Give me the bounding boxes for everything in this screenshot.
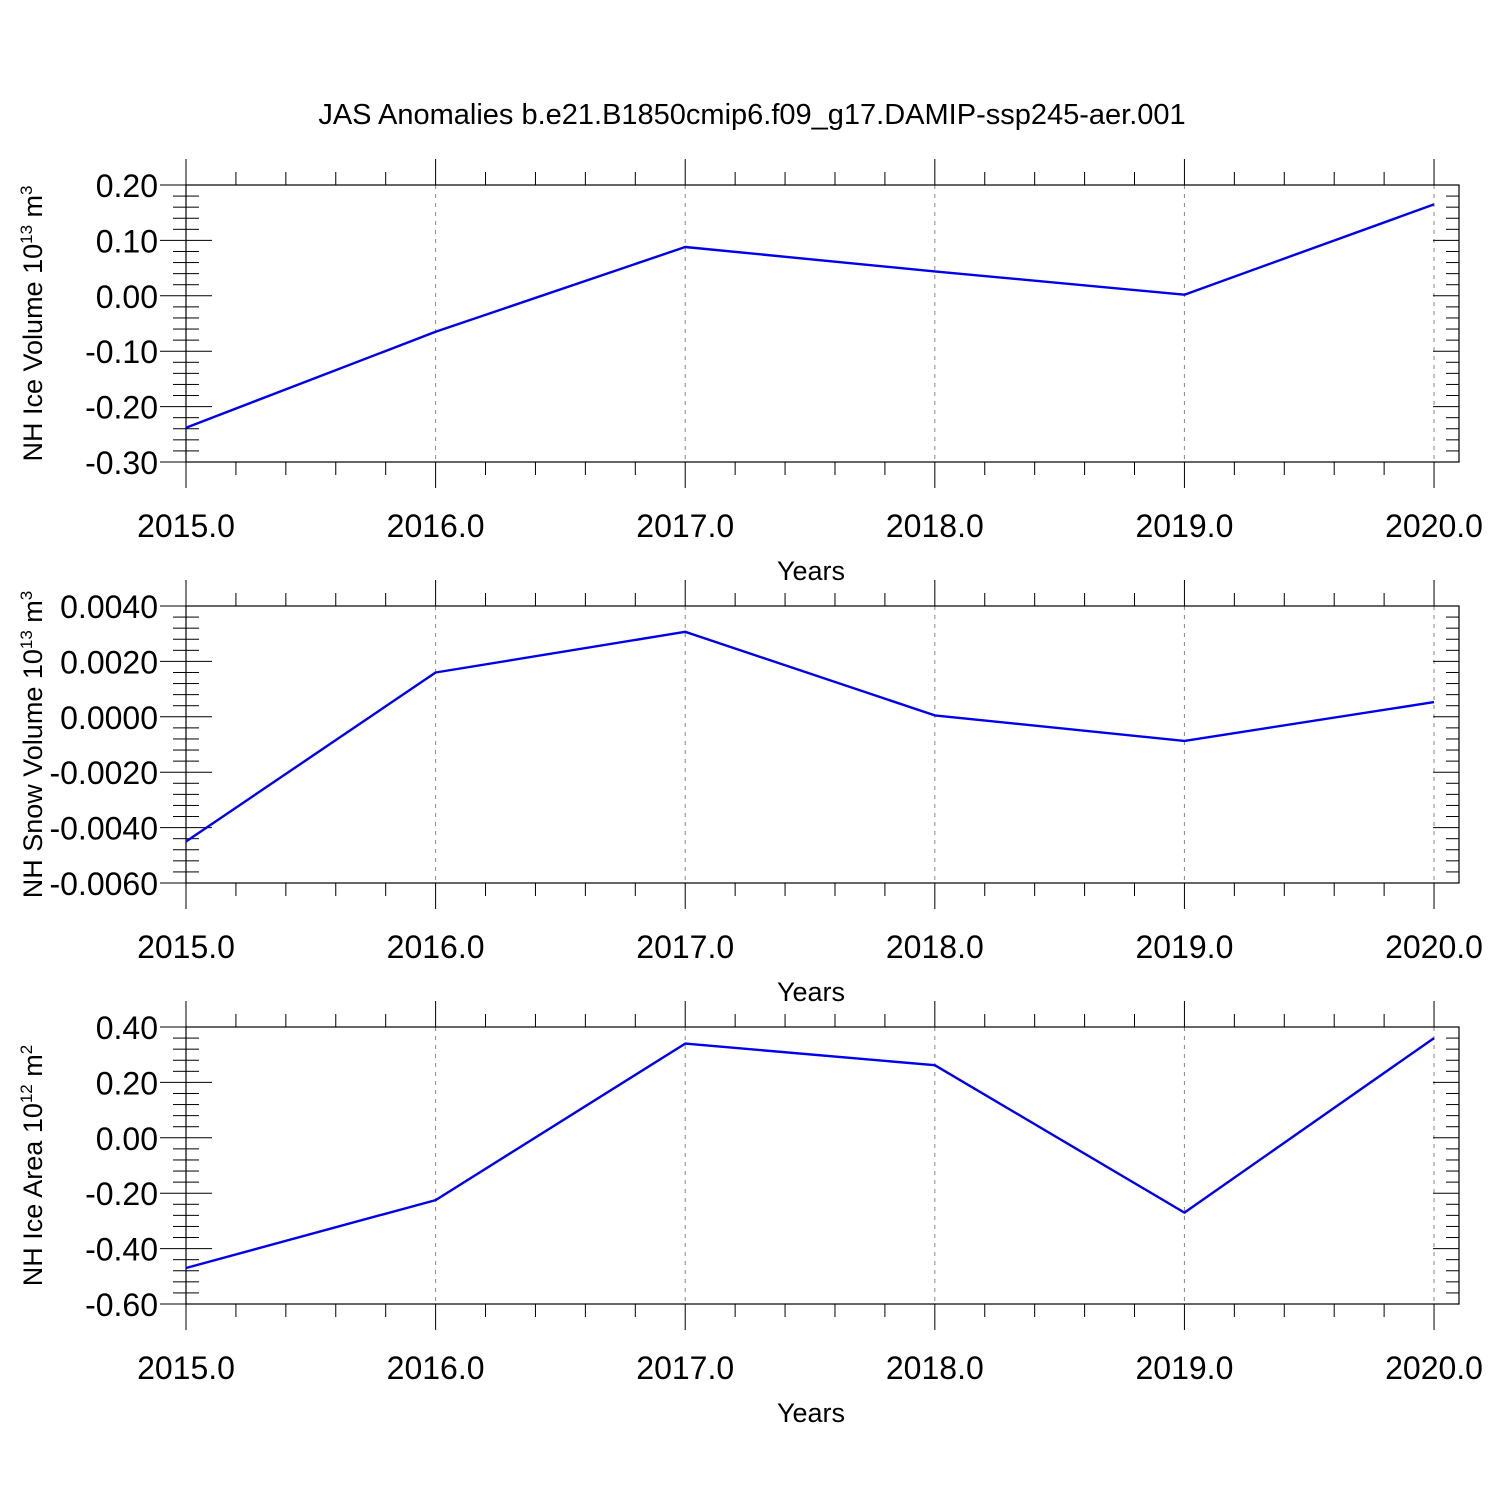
y-tick-label: 0.20 [96,168,158,204]
x-tick-label: 2020.0 [1385,508,1483,544]
y-tick-label: -0.20 [85,390,158,426]
x-axis-label: Years [777,977,845,1007]
chart-panel-1: 2015.0 2016.0 2017.0 2018.0 2019.0 2020.0 0.20… [17,159,1483,586]
y-axis-label-part: NH Ice Area 10 [18,1103,48,1286]
series-line-1 [185,1037,1435,1270]
x-tick-label: 2018.0 [886,508,984,544]
x-tick-label: 2018.0 [886,929,984,965]
plot-frame [185,1026,1460,1305]
y-axis-label-part: m [18,600,48,630]
y-tick-label: 0.0020 [60,644,158,680]
chart-panel-2: 2015.0 2016.0 2017.0 2018.0 2019.0 2020.0 0.00… [17,580,1483,1007]
plot-frame [185,605,1460,884]
x-tick-label: 2016.0 [387,929,485,965]
x-tick-label: 2015.0 [137,929,235,965]
series-line-1 [185,203,1435,429]
x-tick-label: 2016.0 [387,508,485,544]
y-axis-label-superscript: 13 [17,630,36,649]
y-axis-label-superscript: 3 [17,591,36,600]
y-tick-label: -0.30 [85,445,158,481]
y-axis-label-part: NH Snow Volume 10 [18,649,48,898]
x-tick-label: 2016.0 [387,1350,485,1386]
y-axis-label: NH Ice Volume 1013 m3 [17,186,48,462]
y-tick-label: 0.10 [96,223,158,259]
y-axis-label-part: m [18,195,48,225]
plot-frame [185,184,1460,463]
x-axis-label: Years [777,556,845,586]
x-tick-label: 2017.0 [636,508,734,544]
x-tick-label: 2015.0 [137,508,235,544]
y-tick-label: -0.0040 [49,811,158,847]
y-axis-label-part: m [18,1054,48,1084]
y-tick-label: 0.40 [96,1010,158,1046]
y-tick-label: 0.0000 [60,700,158,736]
x-tick-label: 2018.0 [886,1350,984,1386]
y-axis-label: NH Snow Volume 1013 m3 [17,591,48,899]
x-tick-label: 2019.0 [1135,508,1233,544]
y-tick-label: 0.00 [96,279,158,315]
y-tick-label: 0.20 [96,1065,158,1101]
x-tick-label: 2019.0 [1135,929,1233,965]
y-tick-label: -0.0060 [49,866,158,902]
chart-panel-3: 2015.0 2016.0 2017.0 2018.0 2019.0 2020.0 0.40… [17,1001,1483,1428]
y-axis-label-superscript: 3 [17,186,36,195]
y-tick-label: -0.10 [85,334,158,370]
y-tick-label: 0.0040 [60,589,158,625]
y-axis-label: NH Ice Area 1012 m2 [17,1045,48,1286]
series-line-1 [185,630,1435,843]
y-tick-label: -0.60 [85,1287,158,1323]
y-axis-label-superscript: 12 [17,1084,36,1103]
y-axis-label-superscript: 13 [17,225,36,244]
x-axis-label: Years [777,1398,845,1428]
x-tick-label: 2015.0 [137,1350,235,1386]
y-tick-label: 0.00 [96,1121,158,1157]
y-axis-label-part: NH Ice Volume 10 [18,244,48,462]
x-tick-label: 2020.0 [1385,929,1483,965]
x-tick-label: 2019.0 [1135,1350,1233,1386]
y-axis-label-superscript: 2 [17,1045,36,1054]
y-tick-label: -0.40 [85,1232,158,1268]
x-tick-label: 2020.0 [1385,1350,1483,1386]
y-tick-label: -0.0020 [49,755,158,791]
x-tick-label: 2017.0 [636,929,734,965]
y-tick-label: -0.20 [85,1176,158,1212]
figure-title: JAS Anomalies b.e21.B1850cmip6.f09_g17.D… [318,99,1185,131]
x-tick-label: 2017.0 [636,1350,734,1386]
